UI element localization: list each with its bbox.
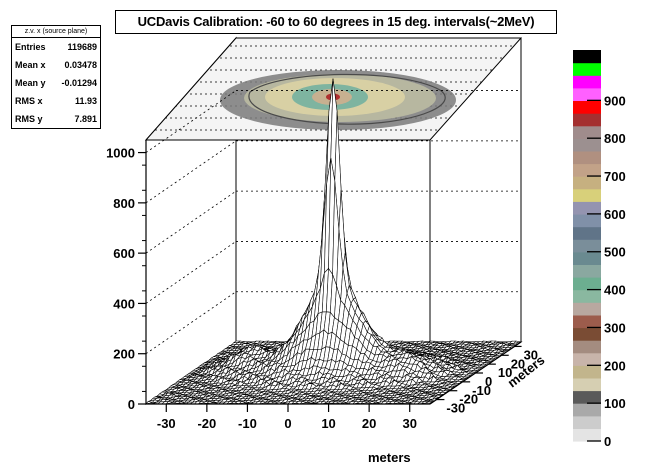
colorbar-segment — [573, 428, 601, 442]
stats-value: 7.891 — [74, 114, 97, 124]
colorbar-segment — [573, 264, 601, 278]
colorbar-tick-label: 800 — [604, 131, 626, 146]
colorbar-segment — [573, 239, 601, 253]
y-tick-label: 20 — [511, 356, 525, 371]
stats-label: Entries — [15, 42, 46, 52]
y-tick-label: 30 — [524, 347, 538, 362]
colorbar-segment — [573, 415, 601, 429]
y-tick-label: 10 — [498, 365, 512, 380]
colorbar-segment — [573, 163, 601, 177]
colorbar-segment — [573, 251, 601, 265]
z-tick-label: 1000 — [106, 146, 135, 161]
colorbar-segment — [573, 113, 601, 127]
stats-header: z.v. x (source plane) — [12, 26, 100, 38]
stats-value: 119689 — [67, 42, 97, 52]
stats-value: 11.93 — [74, 96, 97, 106]
colorbar-tick-label: 200 — [604, 358, 626, 373]
stats-value: 0.03478 — [64, 60, 97, 70]
y-tick-label: -20 — [459, 392, 478, 407]
stats-row: Entries 119689 — [12, 38, 100, 56]
z-axis: 0 200 400 600 800 1000 — [106, 140, 147, 412]
x-tick-label: 10 — [321, 416, 335, 431]
colorbar-segment — [573, 327, 601, 341]
z-tick-label: 800 — [113, 196, 135, 211]
x-tick-label: -20 — [197, 416, 216, 431]
x-tick-label: 20 — [362, 416, 376, 431]
z-tick-label: 0 — [128, 397, 135, 412]
colorbar-tick-label: 300 — [604, 320, 626, 335]
stats-label: Mean x — [15, 60, 46, 70]
colorbar-segment — [573, 75, 601, 89]
x-axis-label: meters — [368, 450, 411, 465]
colorbar-tick-label: 900 — [604, 93, 626, 108]
y-tick-label: -30 — [446, 401, 465, 416]
colorbar-segment — [573, 100, 601, 114]
colorbar-segment — [573, 176, 601, 190]
stats-row: Mean y -0.01294 — [12, 74, 100, 92]
colorbar-segment — [573, 50, 601, 64]
colorbar-segment — [573, 390, 601, 404]
colorbar-segment — [573, 150, 601, 165]
colorbar-segment — [573, 214, 601, 228]
colorbar-segment — [573, 226, 601, 240]
colorbar-segment — [573, 377, 601, 392]
colorbar-segment — [573, 87, 601, 101]
y-tick-label: -10 — [472, 383, 491, 398]
z-tick-label: 200 — [113, 347, 135, 362]
x-axis: -30 -20 -10 0 10 20 30 — [146, 403, 430, 431]
x-tick-label: -30 — [157, 416, 176, 431]
stats-row: RMS y 7.891 — [12, 110, 100, 128]
colorbar-segment — [573, 352, 601, 366]
colorbar-segment — [573, 277, 601, 291]
stats-box: z.v. x (source plane) Entries 119689 Mean … — [11, 25, 101, 129]
stats-value: -0.01294 — [61, 78, 97, 88]
colorbar-segment — [573, 365, 601, 379]
colorbar-tick-label: 100 — [604, 396, 626, 411]
top-projection-map — [220, 70, 456, 130]
stats-label: RMS y — [15, 114, 43, 124]
colorbar-segment — [573, 314, 601, 329]
colorbar-segment — [573, 340, 601, 354]
colorbar-segment — [573, 138, 601, 152]
colorbar: 0 100 200 300 400 500 600 700 800 900 — [573, 50, 626, 449]
colorbar-segment — [573, 201, 601, 215]
colorbar-segment — [573, 125, 601, 139]
stats-row: RMS x 11.93 — [12, 92, 100, 110]
x-tick-label: -10 — [238, 416, 257, 431]
chart-title: UCDavis Calibration: -60 to 60 degrees i… — [115, 10, 557, 34]
colorbar-tick-label: 400 — [604, 283, 626, 298]
surface-mesh — [145, 78, 521, 405]
colorbar-segment — [573, 289, 601, 303]
stats-label: Mean y — [15, 78, 46, 88]
z-tick-label: 600 — [113, 246, 135, 261]
colorbar-tick-label: 700 — [604, 169, 626, 184]
colorbar-segment — [573, 302, 601, 316]
colorbar-segment — [573, 188, 601, 202]
x-tick-label: 0 — [284, 416, 291, 431]
y-tick-label: 0 — [485, 374, 492, 389]
x-tick-label: 30 — [402, 416, 416, 431]
z-tick-label: 400 — [113, 296, 135, 311]
colorbar-segment — [573, 62, 601, 76]
colorbar-segment — [573, 403, 601, 417]
colorbar-tick-label: 600 — [604, 207, 626, 222]
stats-row: Mean x 0.03478 — [12, 56, 100, 74]
stats-label: RMS x — [15, 96, 43, 106]
colorbar-tick-label: 500 — [604, 245, 626, 260]
colorbar-tick-label: 0 — [604, 434, 611, 449]
